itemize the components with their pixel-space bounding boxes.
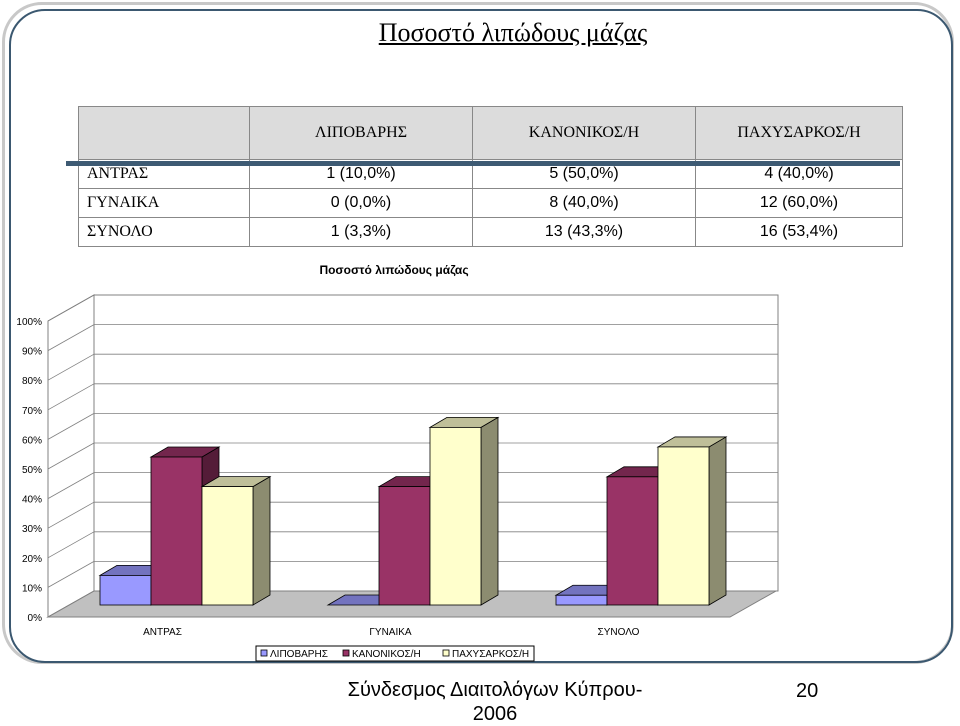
x-tick-label: ΣΥΝΟΛΟ [598,627,640,638]
table-row-label: ΣΥΝΟΛΟ [78,217,250,247]
table-cell: 1 (3,3%) [249,217,473,247]
y-tick-label: 10% [22,583,42,594]
table-cell: 13 (43,3%) [472,217,696,247]
table-row-label: ΓΥΝΑΙΚΑ [78,188,250,218]
grid-line-side [47,353,95,381]
x-tick-label: ΑΝΤΡΑΣ [143,627,182,638]
bar [99,574,152,606]
grid-line-side [47,442,95,470]
legend-swatch [260,649,268,657]
grid-line-side [47,561,95,588]
page-number: 20 [796,680,819,702]
table-row: ΣΥΝΟΛΟ 1 (3,3%) 13 (43,3%) 16 (53,4%) [78,217,903,247]
table-cell: 12 (60,0%) [695,188,903,218]
legend-label: ΚΑΝΟΝΙΚΟΣ/Η [352,649,421,660]
data-table: ΛΙΠΟΒΑΡΗΣ ΚΑΝΟΝΙΚΟΣ/Η ΠΑΧΥΣΑΡΚΟΣ/Η ΑΝΤΡΑ… [78,106,903,247]
slide-title: Ποσοστό λιπώδους μάζας [378,18,648,47]
bar-side [708,436,727,606]
y-tick-label: 100% [16,317,42,328]
title-divider [66,161,900,166]
y-tick-label: 70% [22,406,42,417]
grid-line-side [47,501,95,529]
table-cell: 8 (40,0%) [472,188,696,218]
table-cell: 0 (0,0%) [249,188,473,218]
grid-line-side [47,383,95,411]
x-tick-label: ΓΥΝΑΙΚΑ [369,627,412,638]
bar [606,476,659,606]
grid-line-side [47,472,95,499]
y-tick-label: 90% [22,347,42,358]
bar [657,446,710,606]
slide-frame-inner [9,9,953,663]
bar [555,594,608,606]
table-header-underweight: ΛΙΠΟΒΑΡΗΣ [249,106,473,160]
table-header-corner [78,106,250,160]
grid-line-side [47,294,95,322]
grid-line-side [47,590,95,618]
bar [150,456,203,606]
legend-box [255,645,535,662]
bar-side [252,475,271,606]
grid-line-side [47,413,95,440]
y-tick-label: 40% [22,495,42,506]
legend-swatch [342,649,350,657]
table-header-obese: ΠΑΧΥΣΑΡΚΟΣ/Η [695,106,903,160]
table-row: ΓΥΝΑΙΚΑ 0 (0,0%) 8 (40,0%) 12 (60,0%) [78,188,903,218]
bar-side [480,416,499,606]
y-tick-label: 50% [22,465,42,476]
table-cell: 16 (53,4%) [695,217,903,247]
bar [378,486,431,606]
chart-title: Ποσοστό λιπώδους μάζας [319,263,468,277]
table-header-normal: ΚΑΝΟΝΙΚΟΣ/Η [472,106,696,160]
bar-chart: Ποσοστό λιπώδους μάζας 0% 10% 20% 30% 40% 50% 6… [16,263,779,662]
y-tick-label: 0% [28,613,43,624]
y-tick-label: 20% [22,554,42,565]
legend-label: ΛΙΠΟΒΑΡΗΣ [270,649,328,660]
y-tick-label: 60% [22,435,42,446]
table-header-row: ΛΙΠΟΒΑΡΗΣ ΚΑΝΟΝΙΚΟΣ/Η ΠΑΧΥΣΑΡΚΟΣ/Η [78,106,903,160]
bar [429,426,482,606]
grid-line-side [47,324,95,351]
bar [201,486,254,606]
y-tick-label: 30% [22,524,42,535]
legend-swatch [442,649,450,657]
slide-footer: Σύνδεσμος Διαιτολόγων Κύπρου- 2006 [347,679,643,725]
grid-line-side [47,531,95,559]
legend-label: ΠΑΧΥΣΑΡΚΟΣ/Η [452,649,529,660]
y-tick-label: 80% [22,376,42,387]
